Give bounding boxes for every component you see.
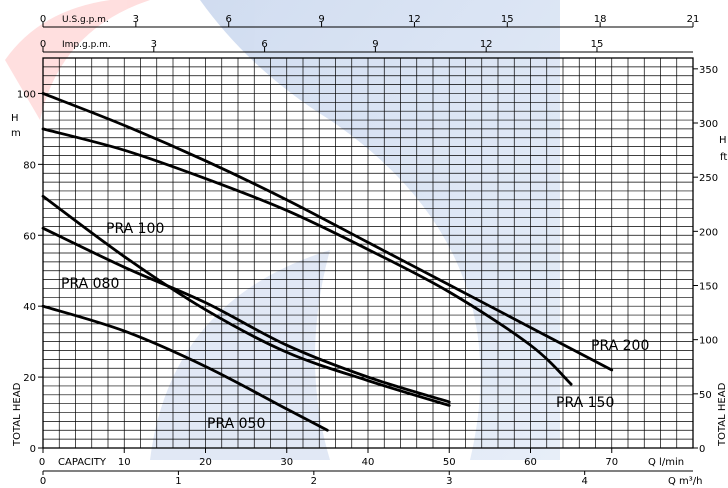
bottom-axis-capacity-label: CAPACITY <box>58 457 107 468</box>
tick-label: 0 <box>40 14 46 25</box>
tick-label: 350 <box>699 65 718 76</box>
tick-label: 250 <box>699 173 718 184</box>
tick-label: 100 <box>17 89 36 100</box>
label-pra-150: PRA 150 <box>556 395 614 411</box>
tick-label: 9 <box>318 14 324 25</box>
left-axis-title: TOTAL HEAD <box>12 382 23 447</box>
curve-pra-080 <box>41 226 451 404</box>
tick-label: 0 <box>40 476 46 487</box>
curve-pra-200 <box>41 92 614 372</box>
tick-label: 50 <box>443 457 456 468</box>
tick-label: 0 <box>39 457 45 468</box>
tick-label: 3 <box>151 39 157 50</box>
tick-label: 30 <box>280 457 293 468</box>
tick-label: 20 <box>199 457 212 468</box>
tick-label: 150 <box>699 282 718 293</box>
tick-label: 2 <box>311 476 317 487</box>
curves <box>41 92 614 432</box>
tick-label: 6 <box>261 39 267 50</box>
tick-label: 4 <box>581 476 587 487</box>
tick-label: 0 <box>699 444 705 455</box>
top-axis-us-gpm: 0 3 6 9 12 15 18 21 <box>40 14 700 28</box>
bottom-axis-m3h: 0 1 2 3 4 <box>40 470 693 487</box>
tick-label: 10 <box>118 457 131 468</box>
top-axis-imp-gpm-label: Imp.g.p.m. <box>62 40 111 50</box>
tick-label: 1 <box>175 476 181 487</box>
tick-label: 60 <box>23 231 36 242</box>
left-axis-unit-h: H <box>11 113 19 124</box>
curve-labels: PRA 200 PRA 150 PRA 100 PRA 080 PRA 050 <box>61 221 649 432</box>
tick-label: 21 <box>687 14 700 25</box>
tick-label: 200 <box>699 227 718 238</box>
top-axis-imp-gpm: 0 3 6 9 12 15 <box>40 39 693 53</box>
tick-label: 3 <box>133 14 139 25</box>
curve-pra-050 <box>41 304 329 432</box>
tick-label: 15 <box>591 39 604 50</box>
top-axis-us-gpm-label: U.S.g.p.m. <box>62 15 109 25</box>
tick-label: 50 <box>699 390 712 401</box>
tick-label: 12 <box>408 14 421 25</box>
right-axis-ticks: 0 50 100 150 200 250 300 350 <box>693 65 718 455</box>
tick-label: 0 <box>40 39 46 50</box>
right-axis-unit-ft: ft <box>720 152 727 163</box>
left-axis-unit-m: m <box>11 128 21 139</box>
tick-label: 18 <box>594 14 607 25</box>
tick-label: 60 <box>524 457 537 468</box>
tick-label: 15 <box>501 14 514 25</box>
tick-label: 40 <box>23 302 36 313</box>
right-axis-unit-h: H <box>719 135 727 146</box>
label-pra-050: PRA 050 <box>207 416 265 432</box>
tick-label: 100 <box>699 336 718 347</box>
tick-label: 12 <box>480 39 493 50</box>
tick-label: 6 <box>226 14 232 25</box>
label-pra-200: PRA 200 <box>591 338 649 354</box>
label-pra-080: PRA 080 <box>61 276 119 292</box>
bottom-axis-lmin-unit: Q l/min <box>648 457 684 468</box>
curve-pra-150 <box>41 127 573 386</box>
tick-label: 40 <box>362 457 375 468</box>
tick-label: 3 <box>446 476 452 487</box>
bottom-axis-m3h-unit: Q m³/h <box>668 476 703 487</box>
grid <box>43 58 693 448</box>
right-axis-title: TOTAL HEAD <box>717 382 728 447</box>
tick-label: 70 <box>605 457 618 468</box>
curve-pra-100 <box>41 194 451 407</box>
tick-label: 9 <box>372 39 378 50</box>
tick-label: 0 <box>30 444 36 455</box>
tick-label: 80 <box>23 160 36 171</box>
left-axis-ticks: 0 20 40 60 80 100 <box>17 89 43 455</box>
tick-label: 20 <box>23 373 36 384</box>
label-pra-100: PRA 100 <box>106 221 164 237</box>
tick-label: 300 <box>699 119 718 130</box>
bottom-axis-lmin: 0 10 20 30 40 50 60 70 <box>39 448 618 468</box>
